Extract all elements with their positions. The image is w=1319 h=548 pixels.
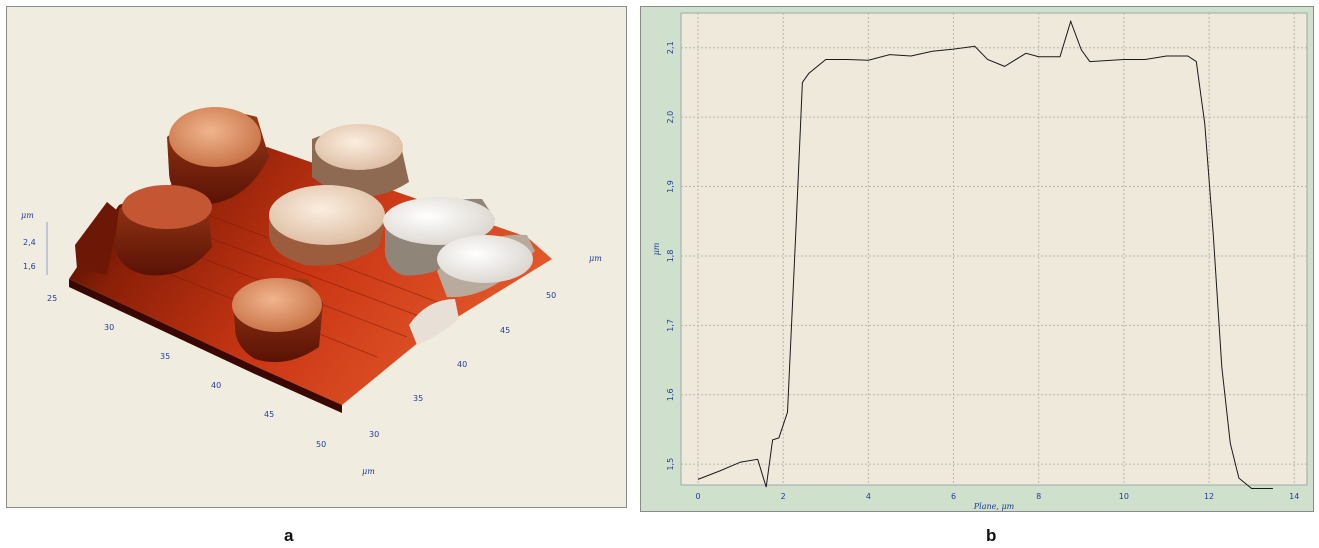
pillar-back-left xyxy=(167,107,269,205)
x-tick-label: 10 xyxy=(1119,492,1129,501)
z-tick-label: 1,6 xyxy=(23,262,36,271)
x-tick-label: 45 xyxy=(264,410,274,419)
x-tick-label: 4 xyxy=(866,492,871,501)
y-tick-label: 1,5 xyxy=(666,458,675,471)
pillar-center xyxy=(269,185,387,266)
y-tick-label: 1,7 xyxy=(666,319,675,332)
z-axis: μm 2,4 1,6 xyxy=(21,211,48,275)
x-tick-label: 25 xyxy=(47,294,57,303)
y-tick-label: 2,0 xyxy=(666,111,675,124)
pillar-front xyxy=(232,278,323,363)
height-profile-chart: 0 2 4 6 8 10 12 14 1,5 1,6 1,7 1,8 1,9 2,0 2,1 Plane, … xyxy=(652,12,1308,511)
y-tick-label: 35 xyxy=(413,394,423,403)
x-tick-label: 0 xyxy=(695,492,700,501)
panel-b-caption: b xyxy=(986,526,997,545)
afm-3d-topography-panel: μm 2,4 1,6 25 30 35 40 45 50 μm 30 35 40… xyxy=(6,6,627,508)
height-profile-panel: 0 2 4 6 8 10 12 14 1,5 1,6 1,7 1,8 1,9 2,0 2,1 Plane, … xyxy=(640,6,1314,512)
x-tick-label: 35 xyxy=(160,352,170,361)
x-tick-label: 12 xyxy=(1204,492,1214,501)
x-tick-label: 14 xyxy=(1289,492,1299,501)
y-axis-label: μm xyxy=(652,242,661,255)
pillar-right-front xyxy=(437,234,535,298)
y-tick-label: 1,6 xyxy=(666,388,675,401)
afm-3d-surface-plot: μm 2,4 1,6 25 30 35 40 45 50 μm 30 35 40… xyxy=(21,107,602,476)
x-tick-label: 50 xyxy=(316,440,326,449)
y-axis-unit: μm xyxy=(589,254,602,263)
z-tick-label: 2,4 xyxy=(23,238,36,247)
pillar-back-center xyxy=(312,124,409,198)
pillar-front-edge xyxy=(409,299,459,345)
tick-labels: 0 2 4 6 8 10 12 14 1,5 1,6 1,7 1,8 1,9 2,0 2,1 xyxy=(666,41,1299,501)
y-tick-label: 40 xyxy=(457,360,467,369)
x-axis-unit: μm xyxy=(362,467,375,476)
x-tick-label: 6 xyxy=(951,492,956,501)
x-axis: 25 30 35 40 45 50 μm xyxy=(47,294,375,476)
profile-series-line xyxy=(697,19,1273,489)
pillar-right-back xyxy=(383,197,495,276)
pillar-left xyxy=(115,185,212,276)
y-tick-label: 50 xyxy=(546,291,556,300)
z-axis-unit: μm xyxy=(21,211,34,220)
grid xyxy=(681,13,1307,485)
y-tick-label: 1,9 xyxy=(666,180,675,193)
x-tick-label: 30 xyxy=(104,323,114,332)
x-tick-label: 40 xyxy=(211,381,221,390)
plot-area xyxy=(680,12,1308,486)
x-tick-label: 8 xyxy=(1036,492,1041,501)
pillar-left-edge xyxy=(75,202,119,275)
y-tick-label: 2,1 xyxy=(666,41,675,54)
y-tick-label: 1,8 xyxy=(666,250,675,263)
x-tick-label: 2 xyxy=(781,492,786,501)
sample-base-front-face xyxy=(69,279,342,413)
x-axis-label: Plane, μm xyxy=(973,502,1015,511)
y-tick-label: 30 xyxy=(369,430,379,439)
panel-a-caption: a xyxy=(284,526,294,545)
y-tick-label: 45 xyxy=(500,326,510,335)
y-axis: 30 35 40 45 50 μm xyxy=(369,254,602,439)
